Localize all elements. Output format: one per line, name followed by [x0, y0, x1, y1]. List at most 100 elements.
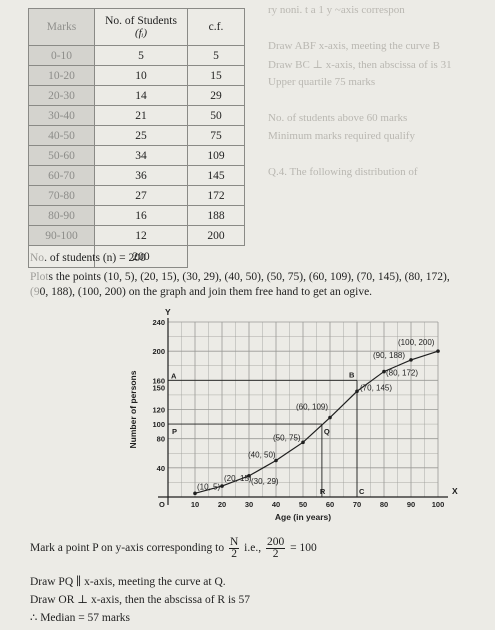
data-point-label: (80, 172) [386, 369, 418, 378]
data-point-label: (90, 188) [373, 351, 405, 360]
frequency-table: Marks No. of Students (fᵢ) c.f. 0-10 5 5 10… [28, 8, 245, 268]
row-marks: 80-90 [28, 205, 95, 226]
annotation-p: P [172, 427, 177, 436]
x-tick-labels: 10 20 30 40 50 60 70 80 90 100 [191, 500, 444, 509]
annotation-r: R [320, 487, 326, 496]
row-cf: 50 [187, 105, 245, 126]
ogive-line [194, 350, 439, 494]
row-cf: 75 [187, 125, 245, 146]
ogive-curve [194, 350, 439, 494]
row-frequency: 25 [94, 125, 188, 146]
data-point [436, 349, 440, 353]
data-point [220, 484, 224, 488]
frac2-den: 2 [272, 548, 279, 560]
annotation-c: C [359, 487, 365, 496]
table-row: 20-30 14 29 [28, 85, 245, 106]
data-point-label: (60, 109) [296, 403, 328, 412]
total-blank-right [187, 245, 245, 268]
header-cf: c.f. [187, 8, 245, 46]
mark-point-text: Mark a point P on y-axis corresponding t… [30, 542, 225, 555]
data-point [409, 358, 413, 362]
data-point-label: (30, 29) [251, 477, 279, 486]
data-point [301, 440, 305, 445]
row-frequency: 12 [94, 225, 188, 246]
x-tick-label: 30 [245, 500, 253, 509]
row-frequency: 34 [94, 145, 188, 166]
header-students-label: No. of Students [105, 15, 177, 27]
data-point-label: (20, 15) [224, 474, 252, 483]
table-row: 30-40 21 50 [28, 105, 245, 126]
data-point [247, 474, 251, 478]
fraction-n-over-2: N 2 [228, 536, 240, 560]
data-point-label: (10, 5) [197, 482, 220, 491]
row-cf: 188 [187, 205, 245, 226]
row-frequency: 5 [94, 45, 188, 66]
chart-axes [158, 318, 448, 505]
row-cf: 172 [187, 185, 245, 206]
eq-text: = 100 [290, 542, 317, 555]
x-axis-label: Age (in years) [275, 512, 331, 522]
x-tick-label: 20 [218, 500, 226, 509]
frac1-den: 2 [231, 548, 237, 560]
annotations: A B P Q R C O [159, 370, 365, 509]
y-tick-label: 40 [157, 464, 165, 473]
table-row: 0-10 5 5 [28, 45, 245, 66]
row-marks: 30-40 [28, 105, 95, 126]
data-point-label: (50, 75) [273, 433, 301, 442]
annotation-o: O [159, 500, 165, 509]
annotation-q: Q [324, 427, 330, 436]
table-row: 70-80 27 172 [28, 185, 245, 206]
n-line-text: . of students (n) = 200 [44, 252, 146, 264]
table-row: 40-50 25 75 [28, 125, 245, 146]
data-points: (10, 5) (20, 15) (30, 29) (40, 50) (50, 75) (… [193, 338, 440, 496]
row-marks: 70-80 [28, 185, 95, 206]
table-row: 80-90 16 188 [28, 205, 245, 226]
header-students: No. of Students (fᵢ) [94, 8, 188, 46]
n-line-prefix: No [30, 252, 45, 264]
table-row: 60-70 36 145 [28, 165, 245, 186]
row-cf: 29 [187, 85, 245, 106]
y-axis-letter: Y [165, 307, 171, 317]
mark-point-line: Mark a point P on y-axis corresponding t… [30, 536, 317, 560]
plot-paragraph: Plots the points (10, 5), (20, 15), (30,… [30, 270, 490, 300]
row-marks: 40-50 [28, 125, 95, 146]
x-tick-label: 40 [272, 500, 280, 509]
y-tick-label: 240 [152, 318, 165, 327]
annotation-b: B [349, 370, 355, 379]
ie-text: i.e., [244, 542, 262, 555]
draw-pq-line: Draw PQ ∥ x-axis, meeting the curve at Q… [30, 576, 226, 588]
header-fi: (fᵢ) [134, 27, 148, 39]
table-total-row: 200 [28, 245, 245, 268]
row-cf: 5 [187, 45, 245, 66]
y-tick-label: 120 [152, 406, 165, 415]
total-blank [28, 245, 95, 268]
row-marks: 10-20 [28, 65, 95, 86]
data-point-label: (100, 200) [398, 338, 435, 347]
row-cf: 109 [187, 145, 245, 166]
row-marks: 0-10 [28, 45, 95, 66]
row-frequency: 27 [94, 185, 188, 206]
table-row: 50-60 34 109 [28, 145, 245, 166]
x-tick-label: 60 [326, 500, 334, 509]
row-marks: 60-70 [28, 165, 95, 186]
data-point [328, 415, 332, 420]
data-point [355, 389, 359, 394]
row-cf: 15 [187, 65, 245, 86]
row-frequency: 10 [94, 65, 188, 86]
row-marks: 20-30 [28, 85, 95, 106]
y-tick-label: 150 [152, 384, 165, 393]
row-frequency: 16 [94, 205, 188, 226]
table-row: 90-100 12 200 [28, 225, 245, 246]
row-frequency: 21 [94, 105, 188, 126]
frac1-num: N [228, 536, 240, 549]
draw-or-line: Draw OR ⊥ x-axis, then the abscissa of R… [30, 594, 251, 606]
y-tick-label: 80 [157, 435, 165, 444]
plot-line1: s the points (10, 5), (20, 15), (30, 29)… [48, 271, 450, 283]
annotation-a: A [171, 371, 177, 380]
row-cf: 200 [187, 225, 245, 246]
n-line: No. of students (n) = 200 [30, 251, 490, 266]
frac2-num: 200 [265, 536, 286, 549]
row-cf: 145 [187, 165, 245, 186]
